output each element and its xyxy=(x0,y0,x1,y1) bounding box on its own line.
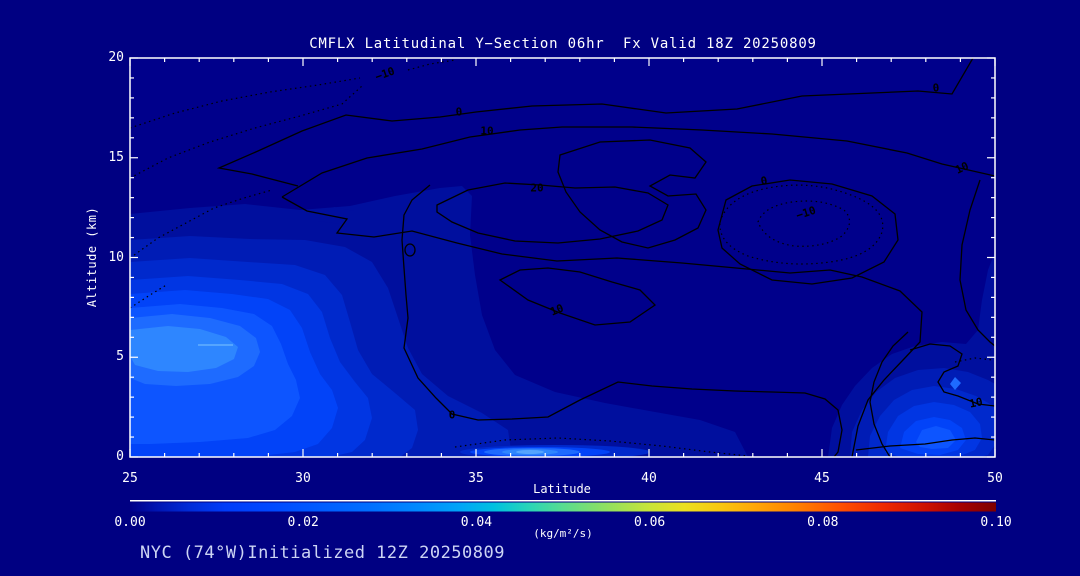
y-tick-label: 10 xyxy=(108,249,124,265)
contour-line-10-blob xyxy=(909,343,995,407)
contour-line-right-descender xyxy=(869,331,909,457)
contour-line-0-upper xyxy=(216,58,974,187)
plot-frame xyxy=(129,57,996,458)
y-tick-label: 15 xyxy=(108,149,124,165)
contour-line-inner-loop xyxy=(557,139,707,249)
colorbar-label: 0.00 xyxy=(114,515,146,530)
colorbar-gradient xyxy=(130,502,996,512)
contour-line-0-ring xyxy=(717,179,899,285)
filled-contour-field xyxy=(130,186,995,457)
contour-label: 10 xyxy=(480,124,494,138)
dotted-contour-bottom-right xyxy=(954,357,994,363)
x-tick-label: 25 xyxy=(122,471,138,486)
dotted-contour-neg10-c xyxy=(130,77,361,129)
right-filled-bright-spot xyxy=(950,377,961,390)
contour-line-0-lower xyxy=(401,184,843,457)
contour-label: 0 xyxy=(448,408,456,422)
filled-level-8 xyxy=(130,326,238,372)
y-tick-label: 0 xyxy=(116,449,124,464)
contour-tiny-ring xyxy=(404,243,416,257)
x-axis-label: Latitude xyxy=(533,482,591,496)
dotted-contour-bottom xyxy=(454,437,749,457)
footer-annotation: NYC (74°W)Initialized 12Z 20250809 xyxy=(140,543,505,563)
dotted-contour-lines xyxy=(130,59,994,457)
contour-line-10-lower xyxy=(281,196,923,457)
filled-streak xyxy=(318,207,354,224)
contour-line-10-dip xyxy=(498,267,657,326)
dotted-oval-outer xyxy=(719,184,884,265)
colorbar-label: 0.04 xyxy=(460,515,493,530)
colorbar-units: (kg/m²/s) xyxy=(533,527,593,540)
x-tick-label: 40 xyxy=(641,471,657,486)
solid-contour-lines xyxy=(216,58,995,457)
contour-line-bottom-right xyxy=(855,437,995,451)
y-tick-label: 5 xyxy=(116,349,124,365)
contour-label: 0 xyxy=(932,81,940,95)
x-tick-label: 45 xyxy=(814,471,830,486)
contour-line-10-upper xyxy=(281,126,995,198)
x-tick-label: 30 xyxy=(295,471,311,486)
dotted-contour-neg10-a xyxy=(130,85,363,179)
bottom-streak-core xyxy=(516,450,544,454)
colorbar-label: 0.08 xyxy=(807,515,839,530)
x-tick-label: 35 xyxy=(468,471,484,486)
colorbar-label: 0.06 xyxy=(633,515,666,530)
contour-label: 0 xyxy=(455,105,463,119)
x-tick-label: 50 xyxy=(987,471,1003,486)
colorbar-label: 0.10 xyxy=(980,515,1012,530)
y-tick-label: 20 xyxy=(108,50,124,65)
colorbar-topline xyxy=(130,500,996,502)
chart-title: CMFLX Latitudinal Y−Section 06hr Fx Vali… xyxy=(309,36,817,52)
contour-line-20-loop xyxy=(436,182,669,244)
contour-line-right-edge xyxy=(959,179,995,347)
colorbar-label: 0.02 xyxy=(287,515,319,530)
contour-label: 20 xyxy=(530,181,544,195)
contour-label: 10 xyxy=(968,395,984,411)
